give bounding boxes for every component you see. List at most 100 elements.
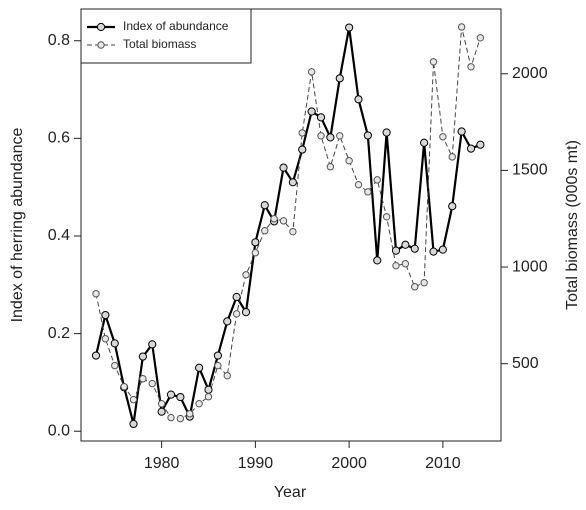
x-tick-label: 2010 bbox=[425, 455, 461, 472]
data-point bbox=[411, 283, 419, 291]
data-point bbox=[241, 308, 251, 317]
data-point bbox=[354, 180, 363, 189]
legend-box bbox=[80, 8, 252, 64]
data-point bbox=[336, 132, 344, 140]
data-point bbox=[448, 202, 457, 211]
data-point bbox=[392, 261, 400, 270]
data-point bbox=[110, 339, 119, 348]
data-point bbox=[345, 157, 353, 165]
data-point bbox=[364, 188, 372, 196]
data-point bbox=[195, 363, 204, 372]
data-point bbox=[429, 247, 438, 256]
y-tick-label: 0.2 bbox=[48, 325, 70, 342]
data-point bbox=[476, 34, 485, 42]
data-point bbox=[438, 245, 447, 254]
data-point bbox=[223, 371, 231, 380]
data-point bbox=[251, 238, 260, 247]
y2-tick-label: 1500 bbox=[512, 162, 548, 179]
data-point bbox=[466, 144, 476, 153]
data-point bbox=[166, 390, 176, 399]
y-tick-label: 0.4 bbox=[48, 227, 70, 244]
data-point bbox=[326, 133, 335, 142]
data-point bbox=[288, 178, 297, 187]
legend-label: Total biomass bbox=[123, 37, 196, 51]
data-point bbox=[223, 317, 232, 326]
x-tick-label: 1990 bbox=[238, 455, 274, 472]
data-point bbox=[101, 310, 110, 320]
data-point bbox=[382, 213, 391, 221]
data-point bbox=[354, 95, 363, 104]
data-point bbox=[391, 246, 401, 255]
data-point bbox=[101, 335, 110, 343]
y2-tick-label: 2000 bbox=[512, 65, 548, 82]
data-point bbox=[120, 382, 128, 391]
data-point bbox=[298, 145, 307, 154]
data-point bbox=[373, 176, 381, 184]
data-point bbox=[138, 352, 147, 361]
data-point bbox=[279, 163, 288, 172]
data-point bbox=[232, 292, 241, 302]
data-point bbox=[289, 227, 297, 236]
data-point bbox=[139, 375, 147, 383]
data-point bbox=[91, 351, 101, 360]
data-point bbox=[260, 201, 269, 210]
data-point bbox=[213, 351, 222, 360]
data-point bbox=[261, 227, 269, 235]
data-point bbox=[335, 74, 344, 83]
x-tick-label: 1980 bbox=[144, 455, 180, 472]
data-point bbox=[307, 68, 316, 76]
y-tick-label: 0.6 bbox=[48, 130, 70, 147]
data-point bbox=[270, 215, 278, 223]
data-point bbox=[242, 271, 250, 279]
plot-frame bbox=[80, 8, 502, 442]
data-point bbox=[476, 140, 485, 149]
data-point bbox=[401, 260, 410, 268]
y-tick-label: 0.0 bbox=[48, 422, 70, 439]
legend-label: Index of abundance bbox=[123, 19, 229, 33]
data-point bbox=[92, 290, 100, 298]
data-point bbox=[363, 131, 372, 140]
data-point bbox=[401, 240, 410, 249]
legend-marker bbox=[96, 22, 106, 32]
data-point bbox=[279, 217, 288, 225]
data-point bbox=[448, 153, 456, 161]
data-point bbox=[467, 63, 475, 71]
data-point bbox=[429, 58, 438, 66]
data-point bbox=[157, 399, 166, 408]
data-point bbox=[232, 310, 241, 318]
data-point bbox=[195, 399, 203, 408]
y2-axis-label: Total biomass (000s mt) bbox=[564, 140, 581, 310]
data-point bbox=[373, 256, 382, 265]
data-point bbox=[307, 107, 316, 116]
y2-tick-label: 1000 bbox=[512, 258, 548, 275]
data-point bbox=[204, 385, 213, 394]
data-point bbox=[410, 244, 419, 253]
data-point bbox=[176, 414, 185, 423]
data-point bbox=[326, 163, 335, 171]
data-point bbox=[111, 361, 119, 370]
data-point bbox=[148, 340, 157, 349]
data-point bbox=[420, 138, 429, 147]
data-point bbox=[251, 249, 260, 257]
legend-marker bbox=[97, 41, 105, 49]
data-point bbox=[439, 133, 447, 141]
y-axis-label: Index of herring abundance bbox=[9, 127, 26, 322]
data-point bbox=[129, 419, 138, 429]
x-tick-label: 2000 bbox=[331, 455, 367, 472]
data-point bbox=[214, 361, 222, 370]
data-point bbox=[176, 392, 185, 402]
data-point bbox=[316, 113, 326, 122]
data-point bbox=[204, 393, 213, 401]
data-point bbox=[148, 379, 156, 388]
y-tick-label: 0.8 bbox=[48, 32, 70, 49]
data-point bbox=[457, 127, 466, 136]
data-point bbox=[186, 410, 194, 418]
y2-tick-label: 500 bbox=[512, 355, 539, 372]
data-point bbox=[157, 407, 166, 416]
data-point bbox=[457, 23, 466, 31]
data-point bbox=[317, 132, 325, 140]
data-point bbox=[298, 129, 306, 137]
x-axis-label: Year bbox=[274, 484, 307, 501]
data-point bbox=[420, 278, 428, 287]
